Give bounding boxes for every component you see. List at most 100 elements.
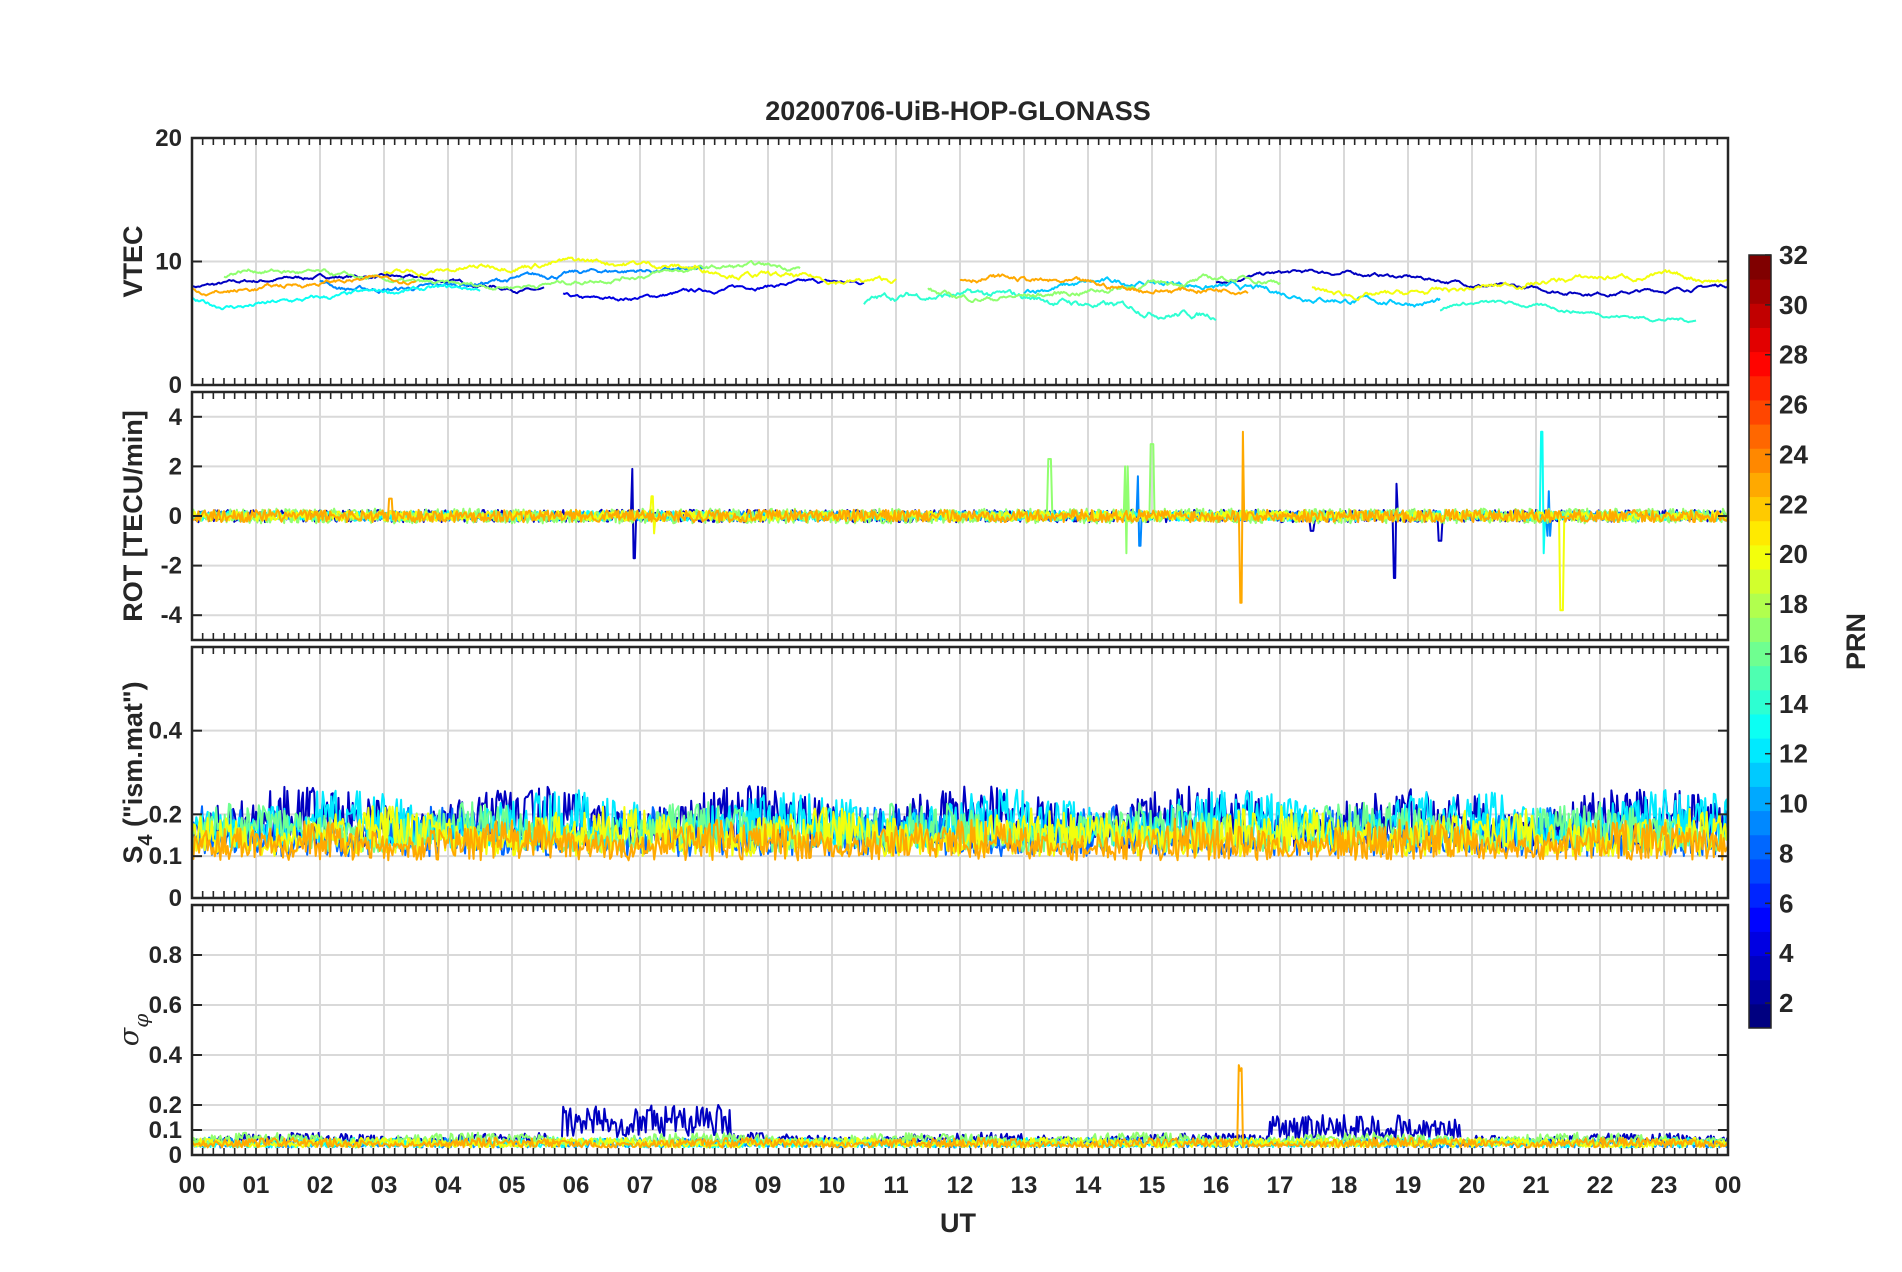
- colorbar-swatch: [1749, 883, 1771, 908]
- y-tick-label: 4: [169, 404, 183, 431]
- y-tick-label: 0: [169, 372, 182, 399]
- colorbar-swatch: [1749, 834, 1771, 860]
- panel-1: 0 10 20 VTEC: [118, 125, 1730, 399]
- x-tick-label: 16: [1203, 1172, 1230, 1199]
- x-tick-label: 17: [1267, 1172, 1294, 1199]
- series-prn-14: [1439, 299, 1697, 324]
- y-tick-label: 0.2: [149, 801, 182, 828]
- colorbar-tick-label: 6: [1779, 888, 1793, 918]
- colorbar-tick-label: 30: [1779, 290, 1808, 320]
- y-axis-label-sub: φ: [129, 1014, 153, 1028]
- colorbar-tick-label: 16: [1779, 639, 1808, 669]
- y-tick-label: 0.6: [149, 992, 182, 1019]
- colorbar-swatch: [1749, 955, 1771, 981]
- x-tick-label: 05: [499, 1172, 526, 1199]
- x-tick-label: 02: [307, 1172, 334, 1199]
- x-axis-label: UT: [940, 1208, 976, 1238]
- series-prn-20: [1311, 269, 1728, 302]
- series-prn-13: [192, 283, 481, 311]
- colorbar-swatch: [1749, 448, 1771, 473]
- panel-data: [192, 256, 1728, 324]
- x-tick-label: 23: [1651, 1172, 1678, 1199]
- series-prn-3: [1215, 268, 1728, 298]
- colorbar-swatch: [1749, 907, 1771, 932]
- x-tick-label: 10: [819, 1172, 846, 1199]
- y-tick-label: 2: [169, 453, 182, 480]
- x-tick-label: 22: [1587, 1172, 1614, 1199]
- series-prn-23: [959, 273, 1249, 296]
- series-prn-23: [192, 430, 1728, 604]
- colorbar-swatch: [1749, 810, 1771, 836]
- colorbar-tick-label: 10: [1779, 789, 1808, 819]
- x-tick-label: 09: [755, 1172, 782, 1199]
- colorbar-label: PRN: [1841, 613, 1871, 670]
- colorbar-swatch: [1749, 762, 1771, 787]
- x-tick-label: 20: [1459, 1172, 1486, 1199]
- colorbar-swatch: [1749, 327, 1771, 353]
- colorbar-tick-label: 8: [1779, 838, 1793, 868]
- colorbar-swatch: [1749, 351, 1771, 377]
- y-axis-label-main: S: [118, 846, 148, 864]
- y-tick-label: 0: [169, 503, 182, 530]
- colorbar-tick-label: 20: [1779, 539, 1808, 569]
- series-prn-9: [319, 266, 705, 294]
- panel-data: [192, 430, 1728, 612]
- y-axis-label-rest: ("ism.mat"): [118, 681, 148, 834]
- y-tick-label: 10: [155, 249, 182, 276]
- colorbar-swatch: [1749, 641, 1771, 667]
- panel-data: [192, 1064, 1728, 1149]
- y-tick-label: 0: [169, 1142, 182, 1169]
- y-tick-label: 0.4: [149, 1042, 183, 1069]
- x-tick-label: 01: [243, 1172, 270, 1199]
- x-tick-label: 13: [1011, 1172, 1038, 1199]
- colorbar-swatch: [1749, 569, 1771, 594]
- y-tick-label: 0: [169, 885, 182, 912]
- y-axis-label: S4 ("ism.mat"): [118, 681, 157, 863]
- y-axis-label: σφ: [114, 1014, 153, 1046]
- y-tick-label: 20: [155, 125, 182, 152]
- x-tick-label: 21: [1523, 1172, 1550, 1199]
- chart-title: 20200706-UiB-HOP-GLONASS: [765, 96, 1151, 126]
- x-tick-label: 14: [1075, 1172, 1102, 1199]
- x-tick-label: 18: [1331, 1172, 1358, 1199]
- x-tick-label: 00: [179, 1172, 206, 1199]
- series-prn-23: [192, 817, 1728, 862]
- series-prn-23: [192, 1064, 1728, 1149]
- colorbar-tick-label: 28: [1779, 340, 1808, 370]
- colorbar-swatch: [1749, 496, 1771, 522]
- x-tick-label: 19: [1395, 1172, 1422, 1199]
- series-prn-23: [192, 274, 417, 297]
- y-tick-label: 0.2: [149, 1092, 182, 1119]
- series-prn-20: [192, 805, 1728, 858]
- panel-data: [192, 785, 1728, 862]
- x-tick-label: 00: [1715, 1172, 1742, 1199]
- colorbar-tick-label: 4: [1779, 938, 1794, 968]
- series-prn-17: [927, 273, 1281, 303]
- colorbar-swatch: [1749, 303, 1771, 328]
- colorbar-swatch: [1749, 617, 1771, 642]
- panel-2: -4 -2 0 2 4 ROT [TECU/min]: [118, 390, 1730, 642]
- x-tick-label: 06: [563, 1172, 590, 1199]
- colorbar-tick-label: 24: [1779, 439, 1808, 469]
- y-tick-label: 0.8: [149, 942, 182, 969]
- y-axis-label: ROT [TECU/min]: [118, 410, 148, 621]
- y-tick-label: 0.1: [149, 1117, 182, 1144]
- x-tick-label: 03: [371, 1172, 398, 1199]
- x-tick-label: 15: [1139, 1172, 1166, 1199]
- colorbar-swatch: [1749, 858, 1771, 884]
- y-tick-label: -4: [161, 602, 183, 629]
- colorbar-swatch: [1749, 255, 1771, 280]
- x-axis: 00 01 02 03 04 05 06 07 08 09 10 11 12 13 14 15 16 17 18 19…: [179, 1172, 1742, 1199]
- colorbar-swatch: [1749, 713, 1771, 739]
- y-tick-label: 0.1: [149, 843, 182, 870]
- y-axis-label: VTEC: [118, 225, 148, 297]
- colorbar-swatch: [1749, 399, 1771, 425]
- colorbar-tick-label: 12: [1779, 739, 1808, 769]
- colorbar-tick-label: 22: [1779, 489, 1808, 519]
- x-tick-label: 08: [691, 1172, 718, 1199]
- colorbar-swatch: [1749, 979, 1771, 1005]
- colorbar-frame: [1748, 254, 1772, 1029]
- colorbar-swatch: [1749, 738, 1771, 763]
- colorbar-swatch: [1749, 472, 1771, 498]
